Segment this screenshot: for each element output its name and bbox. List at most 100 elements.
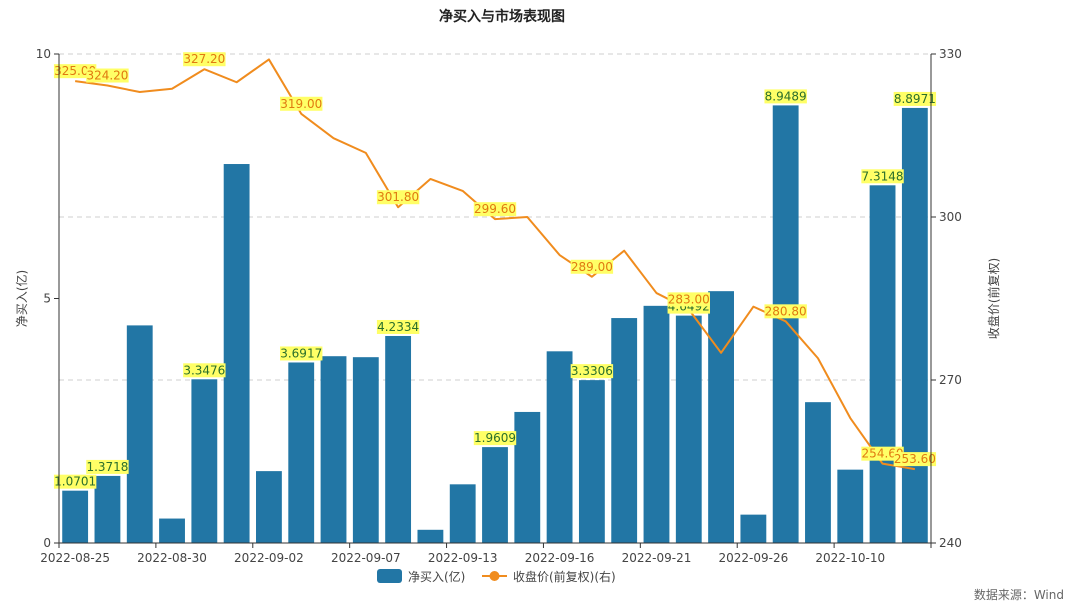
- bar: [578, 380, 605, 543]
- bar-data-label: 4.2334: [376, 319, 420, 334]
- legend-bar-swatch: [377, 569, 402, 583]
- label-bg: [376, 190, 420, 205]
- line-data-label: 280.80: [764, 304, 807, 319]
- bar-data-label: 3.3306: [570, 364, 614, 379]
- label-text: 4.2334: [377, 320, 419, 334]
- label-bg: [764, 89, 807, 104]
- line-data-label: 299.60: [473, 202, 517, 217]
- x-tick-label: 2022-08-25: [40, 551, 110, 565]
- label-bg: [570, 259, 614, 274]
- left-tick-label: 10: [36, 47, 51, 61]
- bar: [611, 318, 638, 543]
- bar: [772, 105, 799, 543]
- bar: [385, 335, 412, 543]
- label-text: 8.8971: [894, 92, 936, 106]
- label-text: 280.80: [765, 304, 807, 318]
- line-data-label: 253.60: [893, 452, 937, 467]
- bar: [417, 529, 444, 543]
- label-text: 253.60: [894, 452, 936, 466]
- bar-data-label: 3.6917: [280, 346, 323, 361]
- bar-data-label: 3.3476: [183, 363, 226, 378]
- label-bg: [53, 474, 97, 489]
- bar: [675, 315, 702, 543]
- label-bg: [764, 304, 807, 319]
- bar: [223, 164, 250, 543]
- right-tick-label: 270: [939, 373, 962, 387]
- bar: [256, 471, 282, 543]
- label-bg: [280, 96, 323, 111]
- line-data-label: 301.80: [376, 190, 420, 205]
- axes: 0 5 10 240 270 300 330 2022-08-25 2022-08-30 2022…: [14, 47, 1001, 565]
- bar: [901, 107, 928, 543]
- label-text: 1.3718: [86, 460, 128, 474]
- left-tick-label: 0: [43, 536, 51, 550]
- bar: [805, 402, 831, 543]
- left-axis-title: 净买入(亿): [14, 270, 29, 327]
- bar: [643, 305, 670, 543]
- x-tick-label: 2022-09-16: [525, 551, 595, 565]
- bar: [352, 357, 379, 543]
- bar: [514, 411, 541, 543]
- bar-series: [62, 105, 928, 543]
- label-text: 1.0701: [54, 475, 96, 489]
- bar: [320, 356, 347, 543]
- bar: [94, 475, 121, 543]
- line-data-label: 325.00: [53, 64, 97, 79]
- bar-data-label: 8.8971: [893, 91, 937, 106]
- x-tick-label: 2022-09-21: [622, 551, 692, 565]
- line-data-label: 324.20: [86, 68, 129, 83]
- line-data-label: 319.00: [280, 96, 323, 111]
- bar: [546, 351, 573, 543]
- bar: [740, 514, 767, 543]
- x-tick-label: 2022-09-07: [331, 551, 401, 565]
- legend-line-label: 收盘价(前复权)(右): [513, 569, 616, 584]
- label-bg: [473, 431, 517, 446]
- x-tick-label: 2022-09-26: [718, 551, 788, 565]
- label-bg: [861, 446, 904, 461]
- legend-line-marker: [489, 571, 500, 581]
- chart-title: 净买入与市场表现图: [439, 8, 565, 25]
- label-text: 3.3306: [571, 364, 613, 378]
- x-tick-label: 2022-10-10: [815, 551, 885, 565]
- line-data-label: 283.00: [667, 292, 710, 307]
- line-data-label: 254.60: [861, 446, 904, 461]
- label-text: 254.60: [862, 447, 904, 461]
- bar: [159, 518, 185, 543]
- label-text: 299.60: [474, 202, 516, 216]
- bar: [708, 291, 734, 543]
- label-bg: [280, 346, 323, 361]
- label-text: 324.20: [86, 69, 128, 83]
- bar: [62, 490, 89, 543]
- legend-item-net-buy[interactable]: 净买入(亿): [377, 569, 465, 584]
- legend[interactable]: 净买入(亿) 收盘价(前复权)(右): [377, 569, 616, 584]
- label-text: 7.3148: [862, 169, 904, 183]
- bar: [126, 325, 153, 543]
- label-text: 327.20: [183, 52, 225, 66]
- x-tick-label: 2022-09-13: [428, 551, 498, 565]
- label-text: 325.00: [54, 64, 96, 78]
- label-bg: [86, 68, 129, 83]
- bar-data-label: 8.9489: [764, 89, 807, 104]
- x-tick-label: 2022-09-02: [234, 551, 304, 565]
- label-bg: [893, 452, 937, 467]
- label-text: 301.80: [377, 190, 419, 204]
- left-tick-label: 5: [43, 292, 51, 306]
- label-bg: [86, 459, 129, 474]
- legend-item-close-price[interactable]: 收盘价(前复权)(右): [482, 569, 616, 584]
- label-bg: [183, 363, 226, 378]
- bar: [482, 447, 508, 543]
- bar-data-label: 1.3718: [86, 459, 129, 474]
- bar: [837, 469, 864, 543]
- bar-data-label: 1.0701: [53, 474, 97, 489]
- label-text: 283.00: [668, 292, 710, 306]
- label-text: 3.3476: [183, 363, 225, 377]
- bar: [869, 185, 896, 543]
- label-text: 3.6917: [280, 346, 322, 360]
- label-bg: [861, 169, 904, 184]
- bar-data-label: 7.3148: [861, 169, 904, 184]
- label-bg: [667, 292, 710, 307]
- right-tick-label: 240: [939, 536, 962, 550]
